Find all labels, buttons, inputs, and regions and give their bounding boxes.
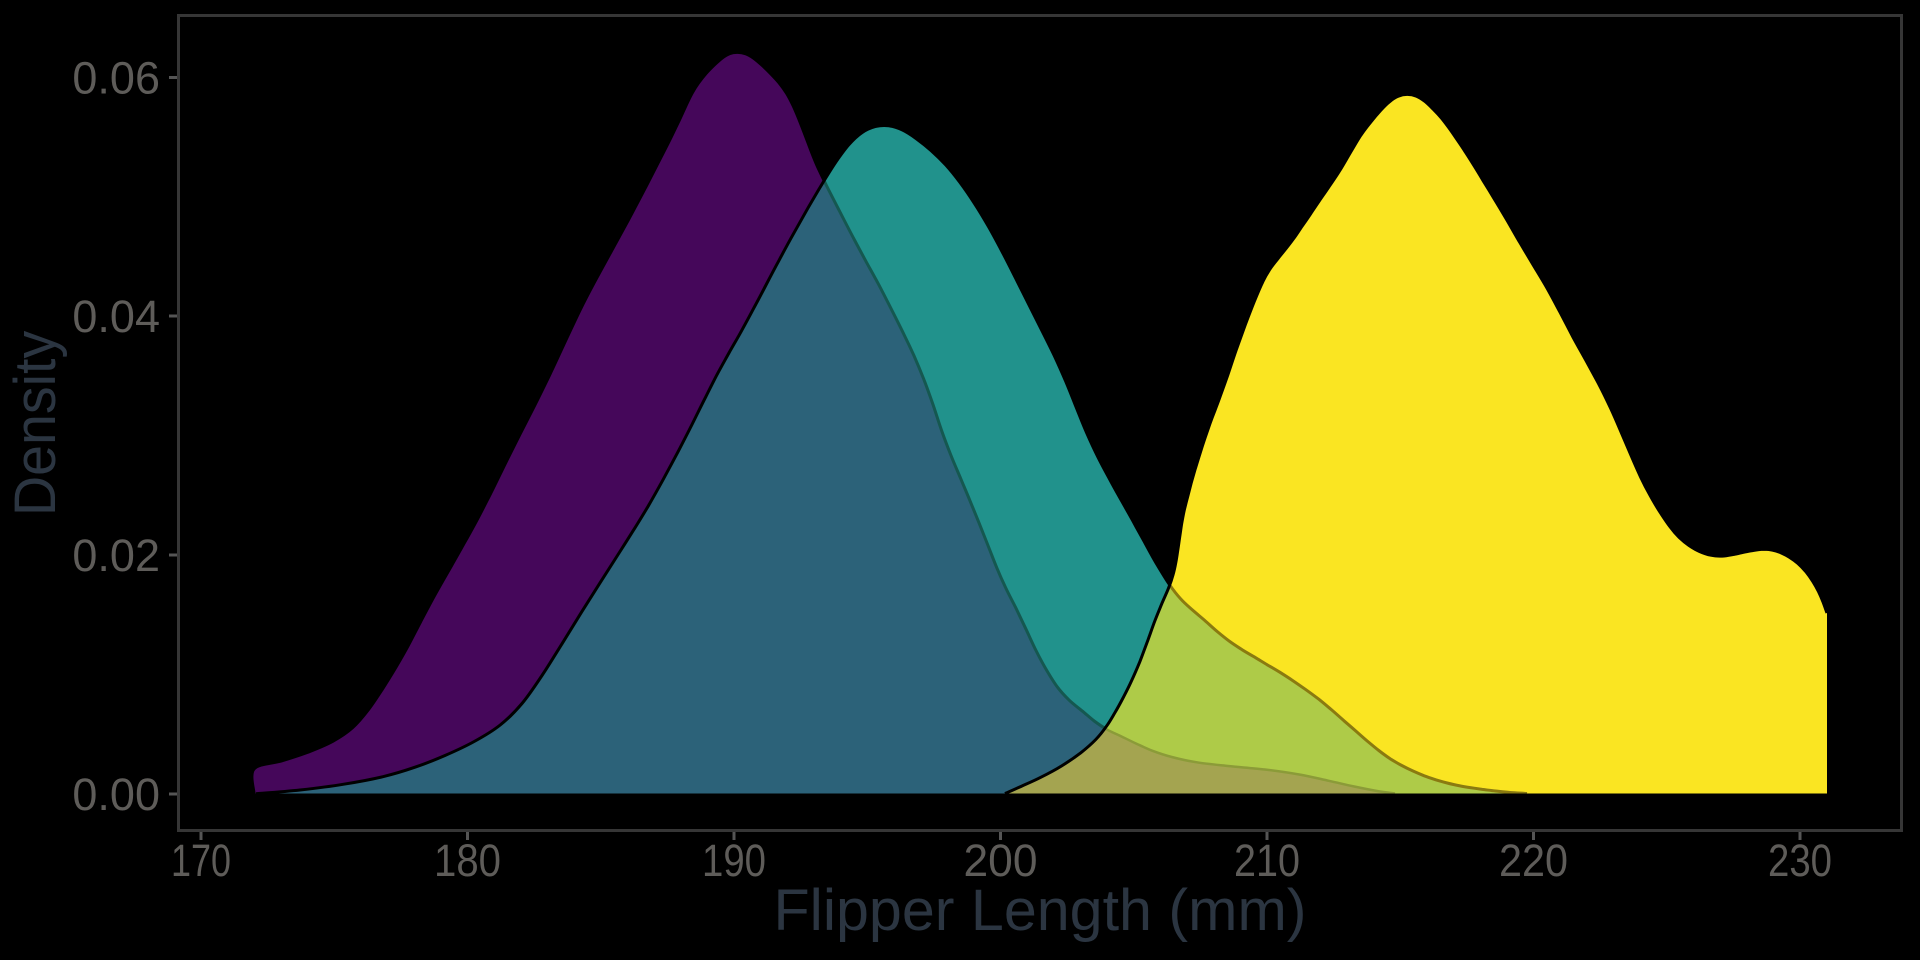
svg-text:170: 170 — [171, 835, 231, 886]
svg-text:190: 190 — [702, 835, 766, 886]
svg-text:0.00: 0.00 — [72, 769, 160, 820]
svg-text:180: 180 — [434, 835, 501, 886]
svg-text:0.02: 0.02 — [72, 530, 160, 581]
svg-text:220: 220 — [1499, 835, 1568, 886]
svg-text:Flipper Length (mm): Flipper Length (mm) — [774, 878, 1307, 943]
svg-text:230: 230 — [1768, 835, 1832, 886]
svg-text:0.06: 0.06 — [72, 53, 160, 104]
svg-text:210: 210 — [1234, 835, 1300, 886]
svg-text:200: 200 — [964, 835, 1038, 886]
svg-text:0.04: 0.04 — [72, 291, 160, 342]
svg-text:Density: Density — [4, 330, 68, 516]
